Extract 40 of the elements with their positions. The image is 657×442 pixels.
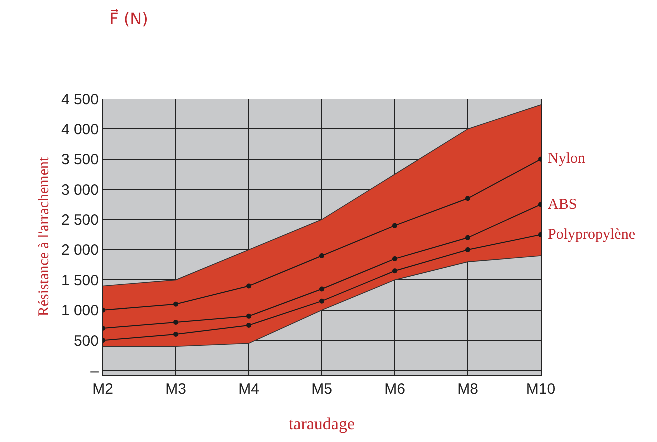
y-tick-label: 4 000	[61, 121, 99, 138]
y-axis-title: Résistance à l'arrachement	[36, 156, 53, 317]
point	[320, 254, 324, 259]
point	[392, 223, 398, 228]
point	[174, 320, 178, 325]
y-tick-label: 3 000	[61, 182, 99, 199]
line-series	[103, 256, 541, 348]
x-tick-label: M8	[458, 381, 478, 398]
point	[246, 322, 252, 328]
point	[246, 284, 252, 289]
y-tick-label: 3 500	[61, 152, 99, 169]
y-tick-label: 1 000	[61, 302, 99, 320]
point	[392, 256, 398, 262]
x-axis-title: taraudage	[288, 414, 356, 434]
series-label: Nylon	[548, 151, 586, 167]
point	[466, 235, 470, 240]
series-label: Polypropylène	[548, 227, 636, 243]
x-tick-label: M3	[166, 381, 186, 398]
series-label: ABS	[548, 197, 578, 213]
chart-title: F⃗ (N)	[110, 8, 148, 28]
point	[466, 247, 470, 252]
x-tick-label: M2	[92, 381, 114, 398]
point	[466, 196, 470, 202]
y-tick-label: –	[90, 363, 100, 380]
point	[174, 302, 178, 307]
y-tick-label: 2 000	[61, 242, 99, 260]
y-tick-label: 4 500	[61, 91, 99, 108]
point	[392, 268, 398, 274]
x-tick-label: M5	[312, 381, 332, 398]
x-tick-label: M10	[526, 381, 556, 398]
x-tick-label: M4	[238, 381, 260, 398]
point	[320, 286, 324, 292]
line-series	[103, 232, 541, 344]
x-tick-label: M6	[384, 381, 406, 398]
y-tick-label: 500	[74, 332, 99, 350]
y-tick-label: 1 500	[61, 272, 99, 290]
y-tick-label: 2 500	[61, 212, 99, 230]
point	[246, 314, 252, 319]
point	[174, 332, 178, 338]
point	[320, 298, 324, 304]
